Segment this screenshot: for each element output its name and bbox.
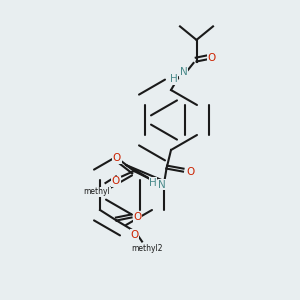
Text: H: H — [169, 74, 177, 85]
Text: O: O — [134, 212, 142, 223]
Text: O: O — [112, 176, 120, 187]
Text: O: O — [186, 167, 195, 177]
Text: O: O — [113, 153, 121, 163]
Text: O: O — [130, 230, 139, 240]
Text: N: N — [158, 180, 166, 190]
Text: methyl: methyl — [84, 188, 110, 196]
Text: N: N — [180, 67, 188, 77]
Text: O: O — [207, 53, 216, 64]
Text: methyl2: methyl2 — [132, 244, 163, 253]
Text: H: H — [149, 178, 157, 188]
